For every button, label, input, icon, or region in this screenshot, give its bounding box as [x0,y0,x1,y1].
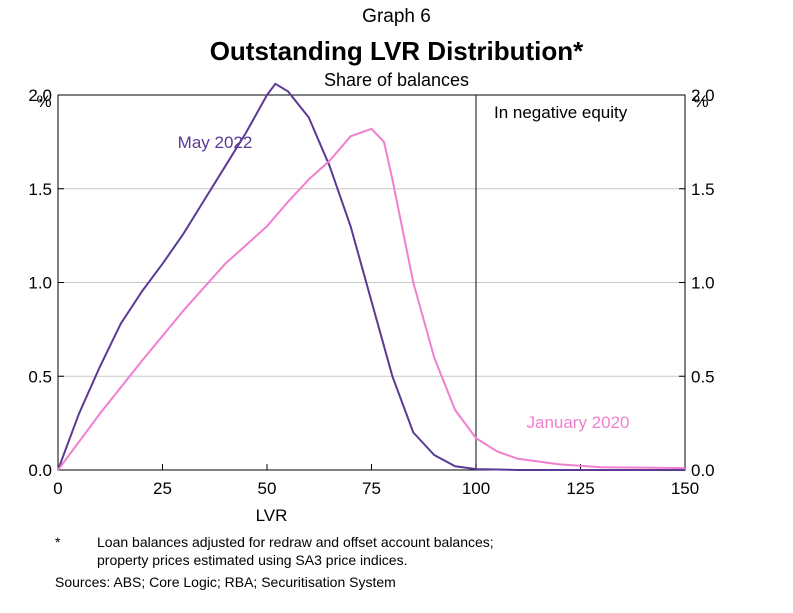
sources-note: Sources: ABS; Core Logic; RBA; Securitis… [55,574,396,590]
y-tick-label-right: 0.5 [691,367,715,386]
footnote-line-1: Loan balances adjusted for redraw and of… [97,534,494,550]
series-label-may-2022: May 2022 [178,133,253,152]
x-tick-label: 100 [462,479,490,498]
graph-label: Graph 6 [362,6,431,27]
x-tick-label: 125 [566,479,594,498]
x-tick-label: 50 [258,479,277,498]
x-tick-label: 150 [671,479,699,498]
x-tick-label: 0 [53,479,62,498]
x-tick-label: 25 [153,479,172,498]
series-line-may-2022 [57,82,685,471]
y-axis-unit-left: % [36,92,51,111]
y-tick-label-right: 1.0 [691,274,715,293]
y-tick-label-right: 1.5 [691,180,715,199]
y-axis-unit-right: % [693,92,708,111]
series-line-january-2020 [57,127,686,471]
footnote-line-2: property prices estimated using SA3 pric… [97,552,408,568]
y-tick-label-left: 0.5 [28,367,52,386]
x-tick-label: 75 [362,479,381,498]
x-axis-label: LVR [256,506,288,525]
y-tick-label-left: 2.0 [28,86,52,105]
chart-title: Outstanding LVR Distribution* [209,36,584,66]
footnote-text: Loan balances adjusted for redraw and of… [97,533,657,569]
y-tick-label-left: 1.5 [28,180,52,199]
y-tick-label-right: 2.0 [691,86,715,105]
chart-subtitle: Share of balances [323,70,470,90]
y-tick-label-left: 1.0 [28,274,52,293]
series-label-january-2020: January 2020 [526,413,629,432]
y-tick-label-right: 0.0 [691,461,715,480]
y-tick-label-left: 0.0 [28,461,52,480]
negative-equity-label: In negative equity [494,103,628,122]
footnote-marker: * [55,534,61,550]
